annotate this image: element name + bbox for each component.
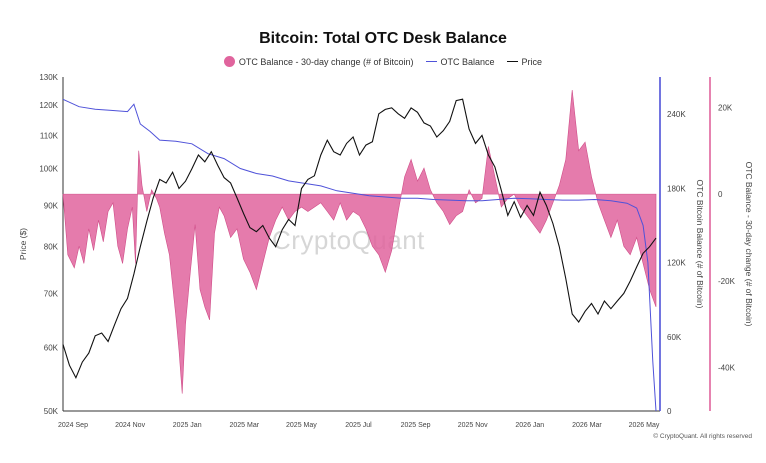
copyright-credit: © CryptoQuant. All rights reserved — [653, 433, 752, 440]
series-otc-change-area — [62, 89, 657, 394]
y-left-tick-label: 50K — [44, 407, 59, 416]
y-mid-tick-label: 180K — [667, 184, 686, 193]
y-right-tick-label: -20K — [718, 277, 736, 286]
legend-label-otc-balance: OTC Balance — [440, 56, 495, 67]
legend-item-otc-balance[interactable]: OTC Balance — [425, 56, 495, 67]
y-left-tick-label: 110K — [40, 131, 59, 140]
legend-item-price[interactable]: Price — [506, 56, 543, 67]
legend-item-otc-change[interactable]: OTC Balance - 30-day change (# of Bitcoi… — [223, 56, 414, 67]
legend-swatch-otc-balance — [425, 61, 437, 62]
y-right-tick-label: 20K — [718, 103, 733, 112]
chart-title: Bitcoin: Total OTC Desk Balance — [259, 30, 507, 47]
y-mid-tick-label: 120K — [667, 259, 686, 268]
series-price-line — [62, 98, 657, 380]
y-left-tick-label: 120K — [39, 101, 58, 110]
x-tick-label: 2025 Jan — [173, 422, 202, 429]
y-mid-tick-label: 60K — [667, 333, 682, 342]
y-mid-tick-label: 240K — [667, 110, 686, 119]
legend-swatch-price — [506, 61, 518, 62]
y-mid-tick-label: 0 — [667, 407, 672, 416]
chart-legend: OTC Balance - 30-day change (# of Bitcoi… — [0, 56, 766, 67]
y-right-tick-label: 0 — [718, 190, 723, 199]
legend-label-otc-change: OTC Balance - 30-day change (# of Bitcoi… — [238, 56, 414, 67]
legend-label-price: Price — [521, 56, 543, 67]
y-left-tick-label: 100K — [39, 165, 58, 174]
x-tick-label: 2026 Mar — [572, 422, 602, 429]
y-right-axis-title: OTC Balance - 30-day change (# of Bitcoi… — [744, 162, 754, 327]
x-tick-label: 2025 May — [286, 422, 317, 429]
x-tick-label: 2024 Sep — [58, 422, 88, 429]
y-left-tick-label: 80K — [44, 243, 59, 252]
y-mid-axis-title: OTC Bitcoin Balance (# of Bitcoin) — [695, 180, 705, 309]
y-right-tick-label: -40K — [718, 364, 736, 373]
x-tick-label: 2025 Jul — [345, 422, 372, 429]
x-tick-label: 2025 Mar — [230, 422, 260, 429]
legend-swatch-otc-change — [223, 56, 235, 67]
x-tick-label: 2025 Sep — [401, 422, 431, 429]
y-left-tick-label: 90K — [44, 202, 59, 211]
series-otc-balance-line — [62, 98, 657, 412]
x-tick-label: 2024 Nov — [115, 422, 145, 429]
y-left-tick-label: 130K — [39, 73, 58, 82]
x-tick-label: 2026 Jan — [515, 422, 544, 429]
x-tick-label: 2025 Nov — [458, 422, 488, 429]
y-left-tick-label: 70K — [44, 289, 59, 298]
watermark-logo: CryptoQuant — [272, 225, 425, 255]
y-left-axis-title: Price ($) — [18, 228, 28, 260]
x-tick-label: 2026 May — [629, 422, 660, 429]
y-left-tick-label: 60K — [44, 343, 59, 352]
